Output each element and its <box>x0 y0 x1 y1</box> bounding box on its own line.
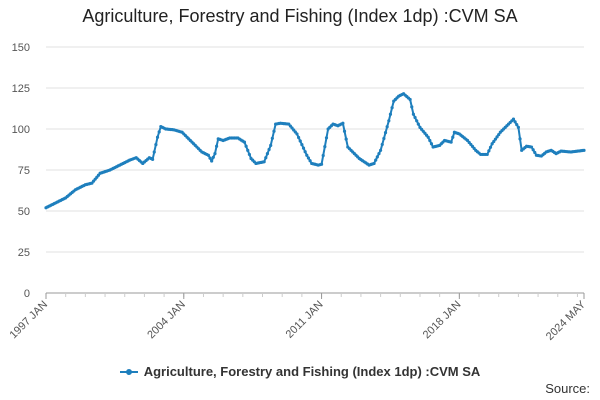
data-point[interactable] <box>485 152 489 157</box>
data-point[interactable] <box>272 129 276 133</box>
y-tick-label: 0 <box>24 288 30 300</box>
x-tick-label: 2024 MAY <box>544 298 589 343</box>
data-point[interactable] <box>155 135 160 139</box>
x-tick-label: 1997 JAN <box>7 299 50 342</box>
data-point[interactable] <box>211 155 215 159</box>
data-point[interactable] <box>372 161 376 166</box>
data-point[interactable] <box>380 142 384 147</box>
data-point[interactable] <box>269 143 273 147</box>
data-point[interactable] <box>262 160 266 164</box>
data-point[interactable] <box>531 148 535 152</box>
data-point[interactable] <box>303 150 307 154</box>
data-point[interactable] <box>244 144 248 148</box>
data-point[interactable] <box>319 162 324 166</box>
data-point[interactable] <box>387 119 391 123</box>
data-point[interactable] <box>490 142 494 146</box>
data-point[interactable] <box>306 156 311 160</box>
x-tick-label: 2018 JAN <box>421 299 464 342</box>
chart-title: Agriculture, Forestry and Fishing (Index… <box>82 6 518 26</box>
data-point[interactable] <box>493 137 498 141</box>
data-point[interactable] <box>533 150 537 155</box>
y-tick-label: 125 <box>12 83 30 95</box>
data-point[interactable] <box>374 158 378 162</box>
data-point[interactable] <box>342 129 347 133</box>
data-point[interactable] <box>515 123 519 127</box>
data-point[interactable] <box>375 155 379 159</box>
data-point[interactable] <box>301 146 306 150</box>
data-point[interactable] <box>449 140 453 144</box>
x-tick-label: 2011 JAN <box>284 299 326 341</box>
data-point[interactable] <box>388 112 393 116</box>
data-point[interactable] <box>411 112 416 116</box>
data-point[interactable] <box>518 137 522 141</box>
data-point[interactable] <box>497 132 501 137</box>
data-point[interactable] <box>206 153 210 157</box>
data-point[interactable] <box>385 125 389 129</box>
data-point[interactable] <box>344 137 348 141</box>
data-point[interactable] <box>416 122 420 126</box>
data-point[interactable] <box>267 147 271 152</box>
data-point[interactable] <box>247 152 251 157</box>
data-point[interactable] <box>210 159 214 163</box>
data-point[interactable] <box>513 120 517 124</box>
data-point[interactable] <box>152 150 156 154</box>
data-point[interactable] <box>324 136 329 140</box>
data-point[interactable] <box>511 117 516 121</box>
data-point[interactable] <box>390 106 394 110</box>
data-point[interactable] <box>408 97 412 102</box>
data-point[interactable] <box>157 130 161 134</box>
data-point[interactable] <box>295 132 299 136</box>
data-point[interactable] <box>323 145 327 149</box>
data-point[interactable] <box>242 140 247 144</box>
data-point[interactable] <box>214 144 219 148</box>
series-line <box>45 92 585 209</box>
data-point[interactable] <box>151 157 155 161</box>
data-point[interactable] <box>264 156 268 160</box>
data-point[interactable] <box>383 131 388 135</box>
data-point[interactable] <box>516 125 520 129</box>
data-point[interactable] <box>488 145 493 149</box>
data-point[interactable] <box>341 121 345 125</box>
data-point[interactable] <box>208 156 212 160</box>
data-point[interactable] <box>487 149 491 153</box>
data-point[interactable] <box>451 135 455 139</box>
data-point[interactable] <box>415 119 419 123</box>
data-point[interactable] <box>410 105 414 109</box>
data-point[interactable] <box>246 148 250 152</box>
data-point[interactable] <box>413 115 417 120</box>
data-point[interactable] <box>492 139 496 144</box>
source-label: Source: <box>545 381 590 396</box>
y-tick-label: 75 <box>18 165 30 177</box>
data-point[interactable] <box>377 152 381 156</box>
data-point[interactable] <box>270 136 274 140</box>
data-point[interactable] <box>426 135 430 139</box>
data-point[interactable] <box>298 139 302 143</box>
legend-marker-icon <box>119 366 138 378</box>
data-point[interactable] <box>428 138 432 143</box>
x-tick-label: 2004 JAN <box>145 299 188 342</box>
data-point[interactable] <box>300 142 304 147</box>
data-point[interactable] <box>495 135 499 139</box>
data-point[interactable] <box>297 135 301 140</box>
legend-label: Agriculture, Forestry and Fishing (Index… <box>143 364 481 379</box>
data-point[interactable] <box>265 152 270 156</box>
y-tick-label: 100 <box>12 124 30 136</box>
data-point[interactable] <box>154 142 158 147</box>
data-point[interactable] <box>305 153 309 157</box>
data-point[interactable] <box>308 159 312 163</box>
data-point[interactable] <box>582 148 586 152</box>
data-point[interactable] <box>379 148 383 152</box>
data-point[interactable] <box>213 152 217 156</box>
data-point[interactable] <box>429 142 434 146</box>
data-point[interactable] <box>529 145 534 149</box>
data-point[interactable] <box>321 153 325 158</box>
chart-legend: Agriculture, Forestry and Fishing (Index… <box>0 364 600 379</box>
y-tick-label: 150 <box>12 42 30 54</box>
data-point[interactable] <box>382 136 386 141</box>
y-tick-label: 50 <box>18 206 30 218</box>
y-tick-label: 25 <box>18 247 30 259</box>
